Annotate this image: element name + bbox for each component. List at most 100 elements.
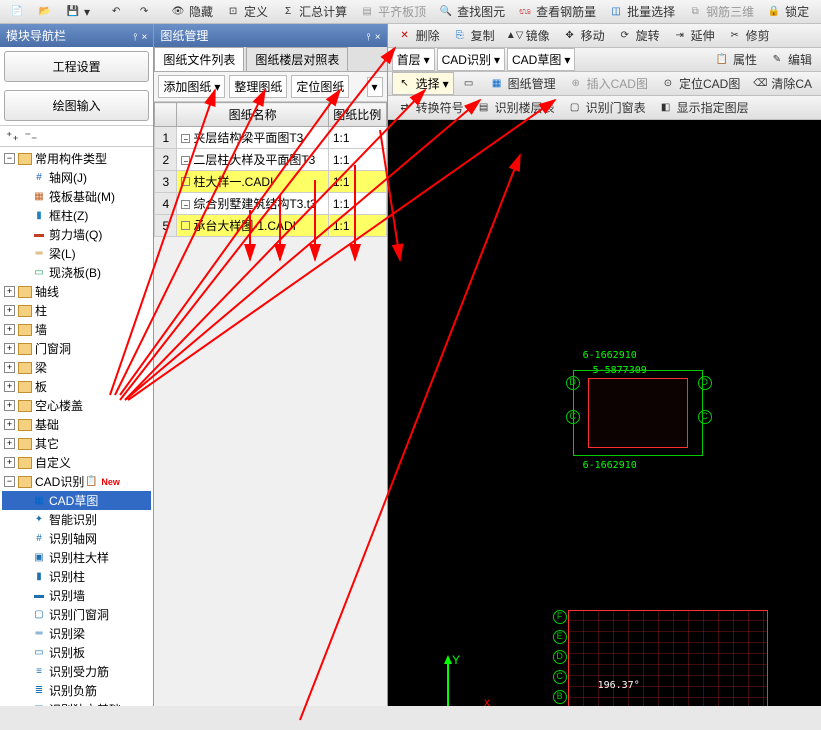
tree-item[interactable]: ▮框柱(Z) (2, 206, 151, 225)
hide-button[interactable]: 👁隐藏 (165, 1, 218, 22)
undo-icon[interactable]: ↶ (103, 2, 129, 22)
grid-bubble: C (566, 410, 580, 424)
col-ratio[interactable]: 图纸比例 (328, 103, 386, 127)
component-tree[interactable]: −常用构件类型#轴网(J)▦筏板基础(M)▮框柱(Z)▬剪力墙(Q)═梁(L)▭… (0, 147, 153, 706)
tree-item[interactable]: +其它 (2, 434, 151, 453)
tree-item[interactable]: ◧识别独立基础 (2, 700, 151, 706)
recog-door-button[interactable]: ▢识别门窗表 (562, 97, 651, 118)
tree-item[interactable]: +自定义 (2, 453, 151, 472)
tree-item[interactable]: ▬识别墙 (2, 586, 151, 605)
tree-item[interactable]: +墙 (2, 320, 151, 339)
context-toolbar: 首层 ▾ CAD识别 ▾ CAD草图 ▾ 📋属性 ✎编辑 (388, 48, 821, 72)
show-layer-button[interactable]: ◧显示指定图层 (653, 97, 754, 118)
expand-icon[interactable]: ⁺₊ (6, 129, 19, 143)
table-row[interactable]: 2−二层柱大样及平面图T31:1 (155, 149, 386, 171)
table-row[interactable]: 4−综合别墅建筑结构T3.t31:1 (155, 193, 386, 215)
collapse-icon[interactable]: ⁻₋ (25, 129, 38, 143)
drawing-menu-button[interactable]: ▾ (367, 77, 383, 97)
cad-outline (573, 370, 703, 456)
delete-button[interactable]: ✕删除 (392, 25, 445, 46)
col-rownum (155, 103, 177, 127)
table-row[interactable]: 1−夹层结构梁平面图T31:1 (155, 127, 386, 149)
insert-cad-button[interactable]: ⊕插入CAD图 (563, 73, 653, 94)
batch-select-button[interactable]: ◫批量选择 (603, 1, 680, 22)
locate-drawing-button[interactable]: 定位图纸 (291, 75, 349, 98)
tree-item[interactable]: #识别轴网 (2, 529, 151, 548)
rotate-button[interactable]: ⟳旋转 (612, 25, 665, 46)
clear-cad-button[interactable]: ⌫清除CA (747, 73, 817, 94)
tree-item[interactable]: ▦CAD草图 (2, 491, 151, 510)
table-row[interactable]: 5承台大样图-1.CADI1:1 (155, 215, 386, 237)
summary-button[interactable]: Σ汇总计算 (275, 1, 352, 22)
lock-button[interactable]: 🔒锁定 (761, 1, 814, 22)
tree-item[interactable]: +基础 (2, 415, 151, 434)
add-drawing-button[interactable]: 添加图纸▾ (158, 75, 225, 98)
tree-item[interactable]: +轴线 (2, 282, 151, 301)
tree-item[interactable]: ═梁(L) (2, 244, 151, 263)
sort-drawing-button[interactable]: 整理图纸 (229, 75, 287, 98)
axis-indicator: Y x (438, 650, 498, 706)
pin-icon[interactable]: ⫯ (366, 32, 370, 43)
drawing-mgr-panel: 图纸管理 ⫯× 图纸文件列表 图纸楼层对照表 添加图纸▾ 整理图纸 定位图纸 ▾… (154, 24, 387, 706)
close-icon[interactable]: × (375, 32, 381, 43)
project-settings-button[interactable]: 工程设置 (4, 51, 149, 82)
move-button[interactable]: ✥移动 (557, 25, 610, 46)
tree-item[interactable]: +柱 (2, 301, 151, 320)
redo-icon[interactable]: ↷ (131, 2, 157, 22)
save-icon[interactable]: 💾▾ (60, 2, 95, 22)
rebar-3d-button[interactable]: ⧉钢筋三维 (682, 1, 759, 22)
copy-button[interactable]: ⎘复制 (447, 25, 500, 46)
tree-item[interactable]: ▮识别柱 (2, 567, 151, 586)
tree-item[interactable]: #轴网(J) (2, 168, 151, 187)
tab-floor-compare[interactable]: 图纸楼层对照表 (246, 47, 348, 71)
point-icon[interactable]: ▭ (456, 74, 482, 94)
tree-item[interactable]: +板 (2, 377, 151, 396)
recog-floor-button[interactable]: ▤识别楼层表 (471, 97, 560, 118)
cad-recog-select[interactable]: CAD识别 ▾ (437, 48, 505, 71)
tree-item[interactable]: ✦智能识别 (2, 510, 151, 529)
tree-item[interactable]: ≡识别受力筋 (2, 662, 151, 681)
extend-button[interactable]: ⇥延伸 (667, 25, 720, 46)
find-element-button[interactable]: 🔍查找图元 (433, 1, 510, 22)
unlock-button[interactable]: 🔓解锁 (816, 1, 821, 22)
new-icon[interactable]: 📄 (4, 2, 30, 22)
locate-cad-button[interactable]: ⊙定位CAD图 (655, 73, 745, 94)
col-name[interactable]: 图纸名称 (177, 103, 329, 127)
nav-toolstrip: ⁺₊ ⁻₋ (0, 125, 153, 147)
cad-sketch-select[interactable]: CAD草图 ▾ (507, 48, 575, 71)
drawing-table: 图纸名称 图纸比例 1−夹层结构梁平面图T31:12−二层柱大样及平面图T31:… (154, 102, 386, 237)
close-icon[interactable]: × (141, 32, 147, 43)
tab-file-list[interactable]: 图纸文件列表 (154, 47, 244, 71)
tree-item[interactable]: ▣识别柱大样 (2, 548, 151, 567)
grid-bubble: D (566, 376, 580, 390)
mirror-button[interactable]: ▲▽镜像 (502, 25, 555, 46)
tree-item[interactable]: ≣识别负筋 (2, 681, 151, 700)
cad-viewport[interactable]: 6-1662910 5-5877309 6-1662910 D D C C F … (388, 120, 821, 706)
tree-item[interactable]: ▢识别门窗洞 (2, 605, 151, 624)
edit-button[interactable]: ✎编辑 (764, 49, 817, 70)
drawing-mgr-button[interactable]: ▦图纸管理 (484, 73, 561, 94)
view-rebar-button[interactable]: ಊ查看钢筋量 (512, 1, 601, 22)
tree-item[interactable]: +空心楼盖 (2, 396, 151, 415)
define-button[interactable]: ⊡定义 (220, 1, 273, 22)
tree-item[interactable]: ▭现浇板(B) (2, 263, 151, 282)
convert-symbol-button[interactable]: ⇄转换符号 (392, 97, 469, 118)
tree-item[interactable]: ═识别梁 (2, 624, 151, 643)
tree-item[interactable]: ▦筏板基础(M) (2, 187, 151, 206)
right-panel: ✕删除 ⎘复制 ▲▽镜像 ✥移动 ⟳旋转 ⇥延伸 ✂修剪 首层 ▾ CAD识别 … (388, 24, 821, 706)
pin-icon[interactable]: ⫯ (133, 32, 137, 43)
flatten-button[interactable]: ▤平齐板顶 (354, 1, 431, 22)
tree-item[interactable]: −CAD识别 📋New (2, 472, 151, 491)
tree-item[interactable]: ▬剪力墙(Q) (2, 225, 151, 244)
tree-item[interactable]: ▭识别板 (2, 643, 151, 662)
tree-item[interactable]: +门窗洞 (2, 339, 151, 358)
tree-item[interactable]: +梁 (2, 358, 151, 377)
open-icon[interactable]: 📂 (32, 2, 58, 22)
tree-item[interactable]: −常用构件类型 (2, 149, 151, 168)
table-row[interactable]: 3柱大样一.CADI1:1 (155, 171, 386, 193)
select-button[interactable]: ↖选择 ▾ (392, 72, 454, 95)
floor-select[interactable]: 首层 ▾ (392, 48, 435, 71)
draw-input-button[interactable]: 绘图输入 (4, 90, 149, 121)
props-button[interactable]: 📋属性 (709, 49, 762, 70)
trim-button[interactable]: ✂修剪 (722, 25, 775, 46)
